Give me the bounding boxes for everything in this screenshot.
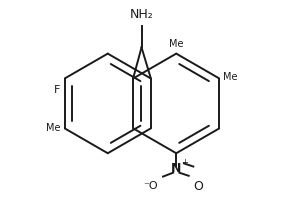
Text: F: F [54,85,61,95]
Text: NH₂: NH₂ [130,8,153,21]
Text: Me: Me [46,123,61,133]
Text: N: N [171,162,181,175]
Text: Me: Me [169,39,183,49]
Text: +: + [181,158,188,167]
Text: ⁻O: ⁻O [143,181,158,191]
Text: O: O [193,180,203,193]
Text: Me: Me [223,72,238,82]
